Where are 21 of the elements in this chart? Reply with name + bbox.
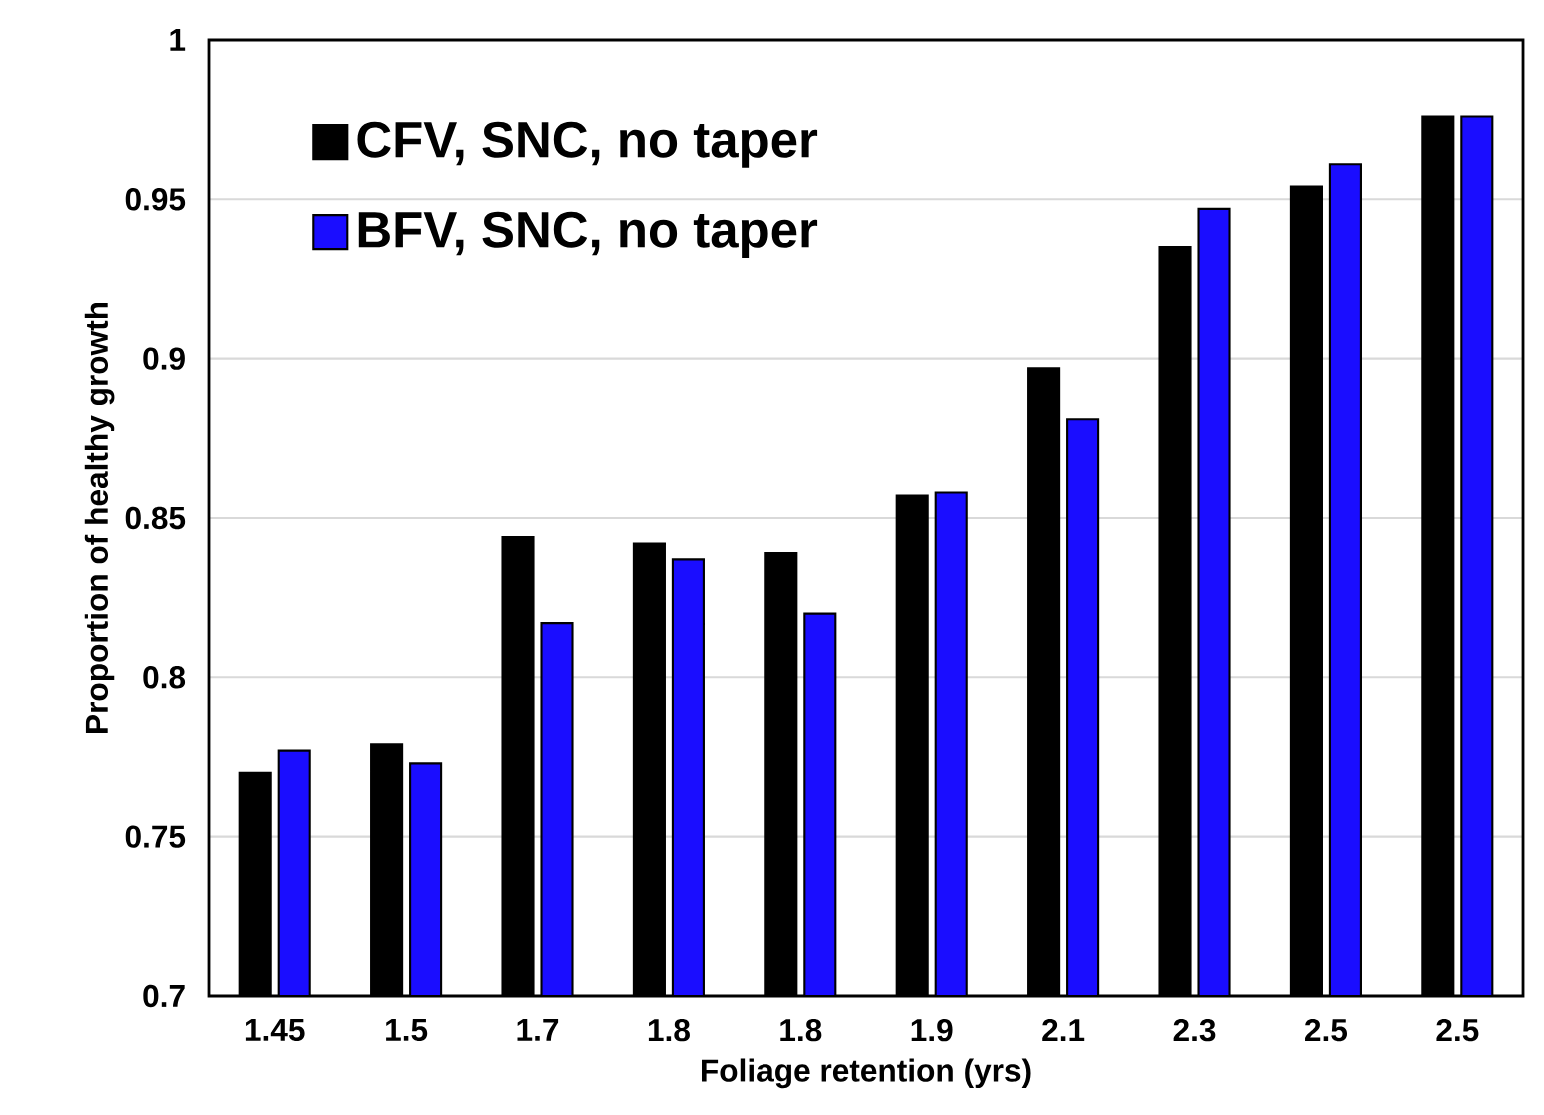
y-tick-label: 0.7 (143, 984, 185, 1008)
x-tick-label: 2.3 (1173, 1018, 1216, 1042)
x-tick-label: 2.5 (1436, 1018, 1479, 1042)
x-tick-label: 1.7 (517, 1018, 559, 1041)
y-tick-label: 0.9 (143, 347, 185, 370)
x-tick-label: 1.45 (245, 1018, 305, 1042)
y-tick-label: 0.85 (125, 506, 186, 530)
x-tick-label: 1.8 (780, 1018, 822, 1042)
legend-label: BFV, SNC, no taper (358, 211, 818, 258)
legend-label: CFV, SNC, no taper (357, 121, 818, 168)
y-tick-label: 1 (170, 29, 186, 51)
x-axis-title: Foliage retention (yrs) (702, 1058, 1031, 1089)
x-tick-label: 1.8 (648, 1018, 690, 1042)
y-tick-label: 0.95 (125, 188, 186, 211)
y-axis-title: Proportion of healthy growth (84, 302, 115, 733)
y-tick-label: 0.75 (125, 825, 186, 848)
x-tick-label: 2.1 (1042, 1018, 1085, 1042)
x-tick-label: 1.5 (386, 1018, 428, 1042)
x-tick-label: 1.9 (911, 1018, 953, 1042)
y-tick-label: 0.8 (143, 666, 186, 689)
x-tick-label: 2.5 (1305, 1018, 1348, 1042)
